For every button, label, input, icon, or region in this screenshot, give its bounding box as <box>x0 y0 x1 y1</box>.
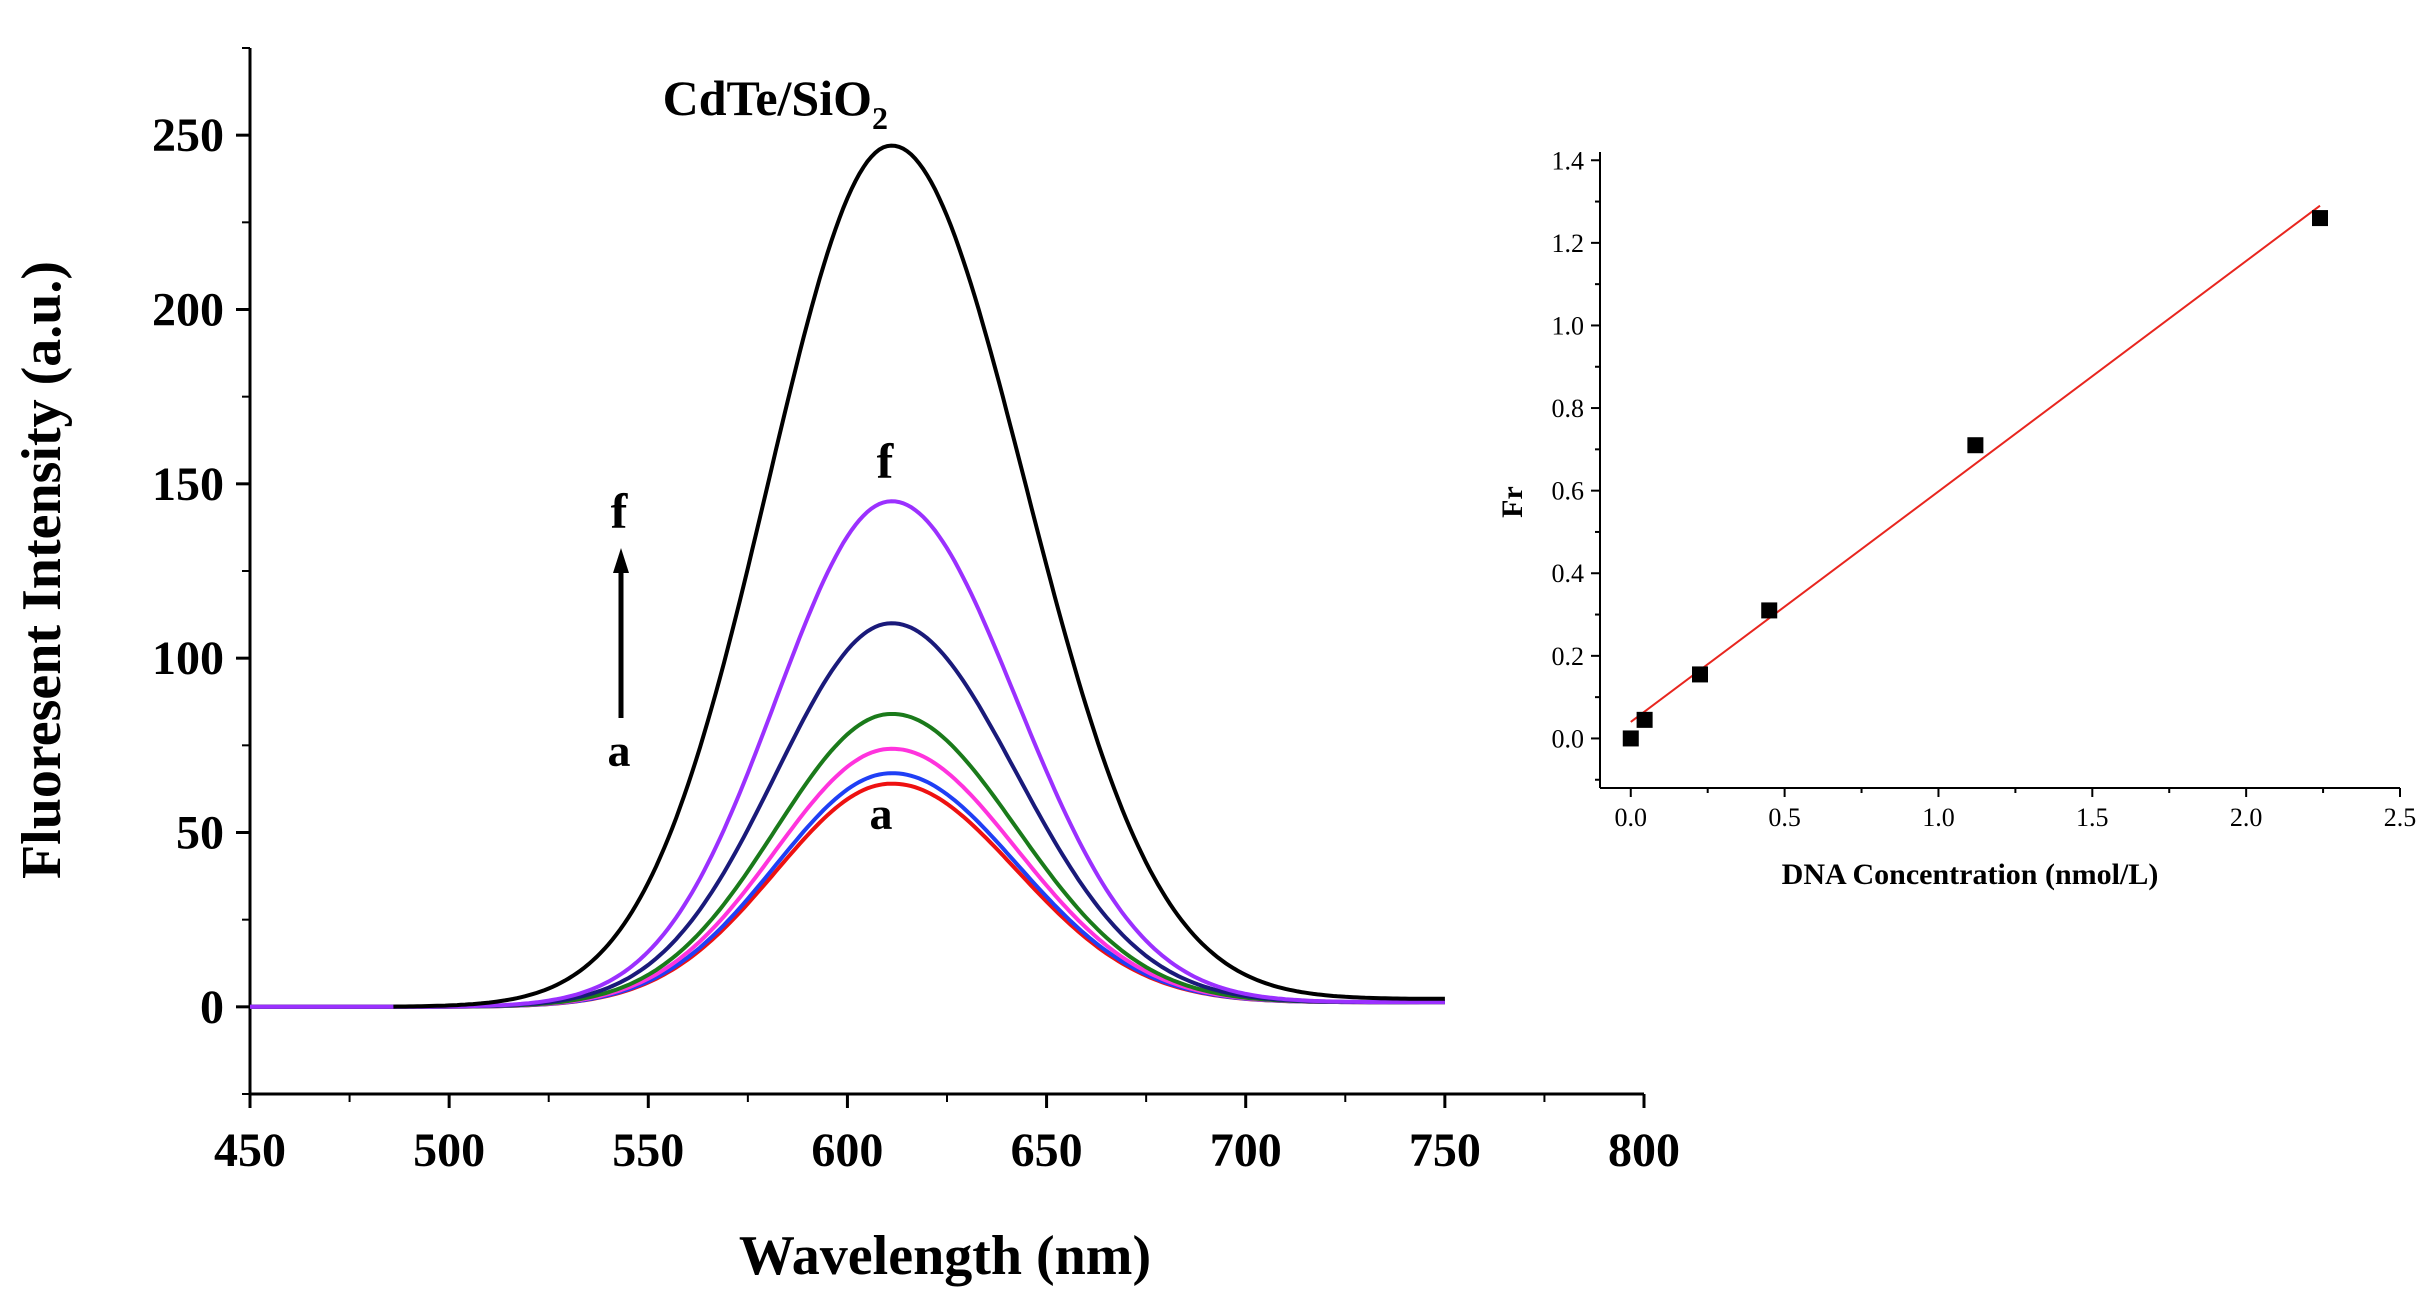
data-point <box>1761 602 1778 619</box>
main-x-tick-label: 700 <box>1210 1124 1282 1177</box>
data-point <box>1636 711 1653 728</box>
inset-y-tick-label: 1.0 <box>1552 311 1585 340</box>
inset-axes: 0.0 0.5 1.0 1.5 2.0 2.5 0.0 0.2 0.4 0.6 0.8 1.0 1.2 1… <box>1552 146 2417 832</box>
main-xlabel: Wavelength (nm) <box>739 1225 1151 1287</box>
spectrum-curve <box>250 781 1445 1009</box>
inset-y-tick-label: 1.2 <box>1552 229 1585 258</box>
spectrum-curve <box>250 712 1445 1009</box>
spectrum-curve <box>250 771 1445 1009</box>
inset-ylabel: Fr <box>1496 486 1529 518</box>
main-y-tick-label: 200 <box>152 284 224 337</box>
data-point <box>2312 210 2328 227</box>
inset-x-tick-label: 0.5 <box>1768 803 1801 832</box>
main-chart: 450 500 550 600 650 700 750 800050100150200250 … <box>11 47 1680 1287</box>
inset-y-tick-label: 0.2 <box>1552 642 1585 671</box>
main-x-tick-label: 550 <box>612 1124 684 1177</box>
main-x-tick-label: 800 <box>1608 1124 1680 1177</box>
main-x-tick-label: 650 <box>1011 1124 1083 1177</box>
fit-line <box>1630 204 2321 723</box>
main-x-tick-label: 500 <box>413 1124 485 1177</box>
main-x-tick-label: 600 <box>811 1124 883 1177</box>
data-point <box>1967 437 1984 454</box>
inset-data <box>1622 204 2328 747</box>
spectrum-curve <box>393 143 1445 1009</box>
main-y-tick-label: 100 <box>152 632 224 685</box>
inset-x-tick-label: 2.0 <box>2230 803 2263 832</box>
main-x-tick-label: 750 <box>1409 1124 1481 1177</box>
data-point <box>1692 666 1708 683</box>
inset-y-tick-label: 0.0 <box>1552 724 1585 753</box>
spectrum-curve <box>250 499 1445 1009</box>
main-y-tick-label: 50 <box>176 807 224 860</box>
inset-y-tick-label: 0.8 <box>1552 394 1585 423</box>
main-y-tick-label: 0 <box>200 981 224 1034</box>
inset-y-tick-label: 0.6 <box>1552 477 1585 506</box>
main-x-tick-label: 450 <box>214 1124 286 1177</box>
main-title: CdTe/SiO2 <box>663 70 888 136</box>
main-y-tick-label: 250 <box>152 109 224 162</box>
spectrum-curve <box>250 621 1445 1009</box>
main-y-tick-label: 150 <box>152 458 224 511</box>
inset-x-tick-label: 1.5 <box>2076 803 2109 832</box>
main-ylabel: Fluoresent Intensity (a.u.) <box>11 261 73 879</box>
data-point <box>1622 730 1639 747</box>
trend-arrow-head <box>613 548 629 573</box>
inset-y-tick-label: 1.4 <box>1552 146 1585 175</box>
trend-arrow <box>613 548 629 718</box>
curve-label-f: f <box>877 433 895 489</box>
main-axes: 450 500 550 600 650 700 750 800 0 50 100 150 200 250 <box>152 47 1680 1177</box>
main-curves <box>250 143 1445 1009</box>
arrow-label-a: a <box>608 725 631 776</box>
inset-xlabel: DNA Concentration (nmol/L) <box>1782 858 2159 891</box>
inset-chart: 0.0 0.5 1.0 1.5 2.0 2.5 0.0 0.2 0.4 0.6 0.8 1.0 1.2 1… <box>1496 146 2416 891</box>
curve-label-a: a <box>870 788 893 839</box>
inset-x-tick-label: 0.0 <box>1615 803 1648 832</box>
inset-x-tick-label: 1.0 <box>1922 803 1955 832</box>
inset-x-tick-label: 2.5 <box>2384 803 2417 832</box>
inset-y-tick-label: 0.4 <box>1552 559 1585 588</box>
arrow-label-f: f <box>611 483 629 539</box>
